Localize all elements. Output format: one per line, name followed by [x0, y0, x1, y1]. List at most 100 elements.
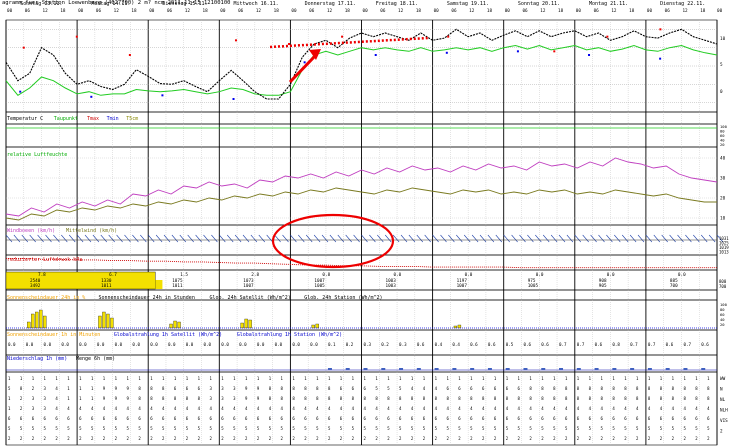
synop-code: 2 [660, 436, 663, 441]
synop-code: 1 [281, 376, 284, 381]
synop-code: 5 [20, 426, 23, 431]
chart-marks [5, 28, 724, 371]
hour-tick-label: 06 [238, 8, 244, 14]
synop-code: 4 [577, 406, 580, 411]
precip-value: 0.0 [97, 342, 105, 347]
wind-barb [219, 234, 226, 243]
wind-barb [377, 234, 384, 243]
synop-code: 8 [399, 396, 402, 401]
hour-tick-label: 06 [594, 8, 600, 14]
precip-value: 0.0 [310, 342, 318, 347]
arrow-annotation-head [309, 49, 321, 60]
synop-code: 2 [281, 436, 284, 441]
synop-code: 5 [518, 426, 521, 431]
synop-code: 2 [8, 436, 11, 441]
synop-code: 6 [482, 416, 485, 421]
synop-code: 8 [269, 396, 272, 401]
synop-code: 6 [541, 416, 544, 421]
synop-code: 1 [198, 376, 201, 381]
synop-code: 3 [32, 396, 35, 401]
synop-code: 8 [281, 386, 284, 391]
precip-value: 0.7 [577, 342, 585, 347]
synop-code: 6 [328, 416, 331, 421]
wind-barb [653, 234, 661, 243]
sun24-satellite-label: 1003 [385, 278, 396, 284]
synop-code: 2 [683, 436, 686, 441]
hour-tick-label: 06 [25, 8, 31, 14]
hour-tick-label: 00 [220, 8, 226, 14]
synop-code: 4 [482, 406, 485, 411]
synop-code: 1 [529, 376, 532, 381]
precip-bar [487, 368, 492, 370]
synop-code: 2 [340, 436, 343, 441]
synop-code: 6 [470, 416, 473, 421]
synop-code: 8 [292, 396, 295, 401]
synop-code: 8 [660, 386, 663, 391]
hour-tick-label: 18 [700, 8, 706, 14]
sun24-hours-label: 0.0 [536, 272, 544, 278]
wind-barb [147, 234, 155, 243]
synop-code: 4 [233, 406, 236, 411]
right-axis-label: 2 [720, 429, 723, 435]
synop-code: 8 [707, 386, 710, 391]
wind-barb [448, 234, 455, 243]
synop-code: 1 [672, 376, 675, 381]
synop-code: 5 [209, 426, 212, 431]
synop-code: 8 [601, 396, 604, 401]
synop-code: 5 [174, 426, 177, 431]
wind-barb [211, 234, 218, 243]
synop-code: 4 [281, 406, 284, 411]
precip-value: 0.0 [168, 342, 176, 347]
synop-code: 2 [458, 436, 461, 441]
synop-code: 2 [518, 436, 521, 441]
tmax-point [553, 50, 556, 53]
synop-code: 9 [245, 396, 248, 401]
synop-code: 5 [115, 426, 118, 431]
synop-code: 5 [340, 426, 343, 431]
right-axis-label: 40 [720, 156, 726, 162]
synop-code: 1 [387, 376, 390, 381]
wind-barb [463, 234, 471, 243]
synop-code: 2 [707, 436, 710, 441]
wind-barb [45, 234, 52, 243]
synop-code: 6 [518, 386, 521, 391]
synop-code: 1 [115, 376, 118, 381]
synop-code: 5 [423, 426, 426, 431]
synop-code: 8 [352, 396, 355, 401]
synop-code: 8 [482, 396, 485, 401]
synop-code: 6 [115, 416, 118, 421]
synop-code: 2 [186, 436, 189, 441]
synop-code: 6 [281, 416, 284, 421]
precip-value: 0.0 [44, 342, 52, 347]
synop-code: 8 [150, 386, 153, 391]
synop-code: 5 [541, 426, 544, 431]
synop-code: 1 [32, 376, 35, 381]
hour-tick-label: 18 [345, 8, 351, 14]
synop-code: 1 [55, 376, 58, 381]
synop-code: 8 [601, 386, 604, 391]
sun24-legend-label: Glob. 24h Station (Wh/m^2) [304, 295, 382, 301]
precip-value: 0.6 [701, 342, 709, 347]
synop-code: 6 [8, 416, 11, 421]
synop-code: 8 [672, 396, 675, 401]
synop-code: 9 [115, 386, 118, 391]
synop-code: 8 [683, 386, 686, 391]
synop-code: 4 [446, 406, 449, 411]
dewpoint-line [5, 44, 718, 96]
synop-code: 3 [221, 386, 224, 391]
synop-code: 4 [103, 406, 106, 411]
wind-barb [155, 234, 163, 243]
synop-code: 6 [399, 416, 402, 421]
synop-code: 4 [541, 406, 544, 411]
synop-code: 1 [8, 396, 11, 401]
synop-code: 1 [636, 376, 639, 381]
precip-bar [434, 368, 439, 370]
wind-barb [542, 234, 550, 243]
hour-tick-label: 12 [185, 8, 191, 14]
wind-barb [400, 234, 408, 243]
synop-code: 5 [328, 426, 331, 431]
synop-code: 1 [435, 376, 438, 381]
precip-value: 0.2 [346, 342, 354, 347]
synop-code: 1 [494, 376, 497, 381]
sun1h-bar [169, 323, 173, 329]
